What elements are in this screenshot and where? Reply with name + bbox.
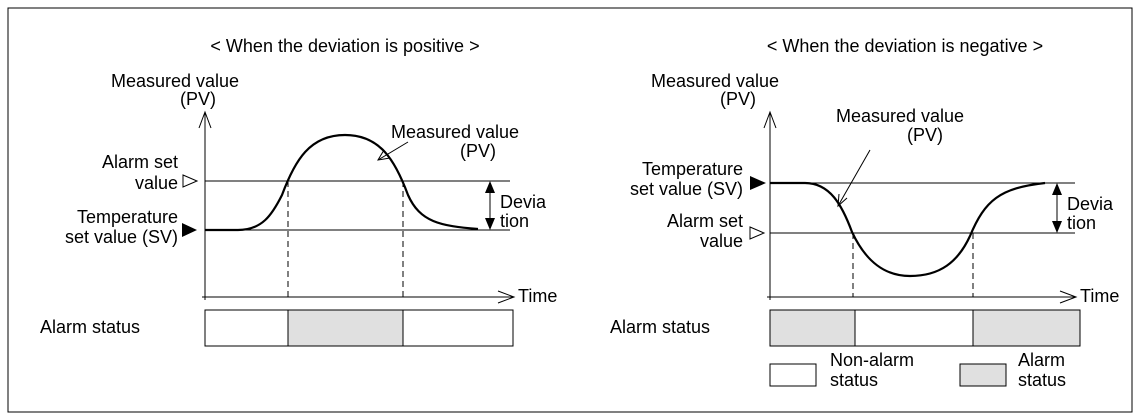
arrowhead [763,110,777,129]
deviation-label: Devia [1067,194,1114,214]
deviation-label: tion [500,211,529,231]
deviation-label: tion [1067,213,1096,233]
alarm-segment [287,309,404,347]
y-axis-label: Measured value [111,71,239,91]
alarm-marker [749,226,766,240]
arrowhead [198,110,212,129]
arrowhead [497,290,516,304]
alarm-label: Alarm set [667,211,743,231]
arrowhead [1052,221,1062,233]
x-axis-label: Time [518,286,557,306]
arrowhead [1052,183,1062,195]
panel-negative: < When the deviation is negative > Measu… [610,36,1119,347]
arrowhead [485,218,495,230]
sv-label: Temperature [642,159,743,179]
legend-label: Non-alarm [830,350,914,370]
legend-swatch [769,363,817,387]
y-axis-label: (PV) [720,89,756,109]
deviation-label: Devia [500,192,547,212]
pointer [377,141,409,161]
curve-label: Measured value [836,106,964,126]
alarm-label: Alarm set [102,152,178,172]
legend: Non-alarm status Alarm status [769,350,1066,390]
alarm-segment [769,309,856,347]
pointer [837,149,871,207]
alarm-marker [182,174,199,188]
y-axis-label: (PV) [180,89,216,109]
sv-label: set value (SV) [65,227,178,247]
curve-label: (PV) [907,125,943,145]
sv-label: Temperature [77,207,178,227]
y-axis-label: Measured value [651,71,779,91]
arrowhead [485,181,495,193]
status-label: Alarm status [40,317,140,337]
arrowhead [377,149,391,161]
legend-label: Alarm [1018,350,1065,370]
alarm-label: value [135,173,178,193]
curve-label: Measured value [391,122,519,142]
arrowhead [837,193,848,208]
legend-label: status [1018,370,1066,390]
legend-label: status [830,370,878,390]
panel-title: < When the deviation is positive > [210,36,479,56]
pv-curve [770,181,1046,278]
curve-label: (PV) [460,141,496,161]
status-label: Alarm status [610,317,710,337]
legend-swatch [959,363,1007,387]
alarm-label: value [700,231,743,251]
x-axis-label: Time [1080,286,1119,306]
panel-title: < When the deviation is negative > [767,36,1043,56]
sv-label: set value (SV) [630,179,743,199]
sv-marker [750,176,766,190]
alarm-segment [972,309,1081,347]
pv-curve [205,133,479,232]
arrowhead [1059,290,1078,304]
sv-marker [182,223,197,237]
frame [7,7,1133,413]
panel-positive: < When the deviation is positive > Measu… [40,36,557,347]
